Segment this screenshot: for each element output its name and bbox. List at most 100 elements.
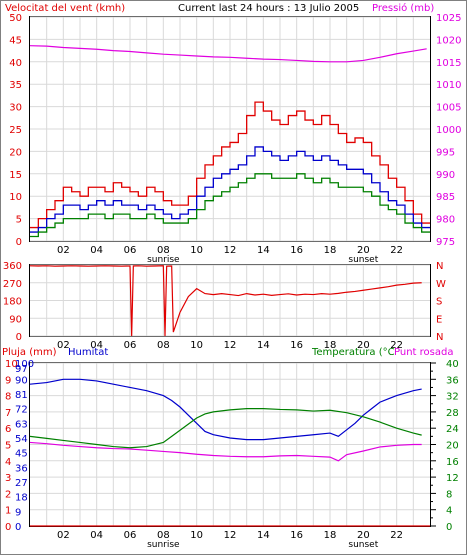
humidity-y-tick-label: 18 (15, 493, 28, 504)
wind-x-tick-label: 04 (90, 245, 103, 256)
temperature-y-tick-label: 12 (446, 473, 459, 484)
pressure-y-tick-label: 980 (436, 215, 455, 226)
pressure-y-tick-label: 975 (436, 237, 455, 248)
climate-x-tick-label: 06 (124, 530, 137, 541)
wind-wind_gust-line (30, 101, 430, 229)
chart-date-title: Current last 24 hours : 13 Julio 2005 (178, 3, 359, 14)
direction-x-tick-label: 02 (57, 340, 70, 351)
temperature-y-tick-label: 0 (446, 522, 452, 533)
climate-x-tick-label: 12 (224, 530, 237, 541)
wind-y-tick-label: 50 (9, 13, 22, 24)
direction-x-tick-label: 12 (224, 340, 237, 351)
direction-compass-label: N (436, 261, 443, 272)
wind-y-tick-label: 20 (9, 147, 22, 158)
climate-x-tick-label: 18 (324, 530, 337, 541)
wind-y-tick-label: 15 (9, 170, 22, 181)
climate-x-tick-label: 10 (190, 530, 203, 541)
humidity-y-tick-label: 100 (15, 359, 34, 370)
direction-y-tick-label: 270 (3, 279, 22, 290)
rain-y-tick-label: 0 (5, 522, 11, 533)
direction-x-tick-label: 22 (390, 340, 403, 351)
humidity-y-tick-label: 81 (15, 390, 28, 401)
climate-x-tick-label: 16 (290, 530, 303, 541)
pressure-y-tick-label: 995 (436, 147, 455, 158)
wind-x-tick-label: 02 (57, 245, 70, 256)
pressure-y-tick-label: 990 (436, 170, 455, 181)
direction-line (29, 265, 422, 337)
wind-y-tick-label: 45 (9, 35, 22, 46)
humidity-line (29, 378, 422, 441)
pressure-y-tick-label: 985 (436, 192, 455, 203)
wind-x-tick-label: 08 (157, 245, 170, 256)
wind-y-tick-label: 5 (16, 215, 22, 226)
temperature-y-tick-label: 24 (446, 424, 459, 435)
wind-y-tick-label: 10 (9, 192, 22, 203)
rain-y-tick-label: 4 (5, 457, 11, 468)
pressure-y-tick-label: 1005 (436, 103, 461, 114)
wind-y-tick-label: 30 (9, 103, 22, 114)
climate-x-tick-label: 22 (390, 530, 403, 541)
direction-x-tick-label: 18 (324, 340, 337, 351)
direction-compass-label: S (436, 297, 442, 308)
wind-x-tick-label: 20 (357, 245, 370, 256)
climate-sunrise-label: sunrise (147, 540, 180, 550)
humidity-axis-title: Humitat (68, 347, 108, 358)
pressure-line (29, 45, 427, 63)
wind-y-tick-label: 40 (9, 58, 22, 69)
direction-x-tick-label: 04 (90, 340, 103, 351)
pressure-y-tick-label: 1000 (436, 125, 461, 136)
rain-y-tick-label: 1 (5, 506, 11, 517)
wind-x-tick-label: 18 (324, 245, 337, 256)
wind-y-tick-label: 25 (9, 125, 22, 136)
wind-y-tick-label: 0 (16, 237, 22, 248)
humidity-y-tick-label: 63 (15, 419, 28, 430)
rain-y-tick-label: 9 (5, 375, 11, 386)
climate-x-tick-label: 04 (90, 530, 103, 541)
humidity-y-tick-label: 27 (15, 478, 28, 489)
rain-y-tick-label: 6 (5, 424, 11, 435)
wind-x-tick-label: 22 (390, 245, 403, 256)
temperature-y-tick-label: 28 (446, 408, 459, 419)
temperature-axis-title: Temperatura (°C (311, 347, 395, 358)
pressure-y-tick-label: 1020 (436, 35, 461, 46)
climate-x-tick-label: 14 (257, 530, 270, 541)
direction-y-tick-label: 90 (9, 314, 22, 325)
temperature-y-tick-label: 40 (446, 359, 459, 370)
humidity-y-tick-label: 45 (15, 449, 28, 460)
direction-x-tick-label: 10 (190, 340, 203, 351)
direction-y-tick-label: 180 (3, 297, 22, 308)
wind-x-tick-label: 06 (124, 245, 137, 256)
rain-y-tick-label: 3 (5, 473, 11, 484)
humidity-y-tick-label: 97 (15, 364, 28, 375)
wind-y-tick-label: 35 (9, 80, 22, 91)
direction-x-tick-label: 08 (157, 340, 170, 351)
humidity-y-tick-label: 9 (15, 507, 21, 518)
rain-y-tick-label: 8 (5, 392, 11, 403)
rain-y-tick-label: 7 (5, 408, 11, 419)
direction-compass-label: E (436, 314, 442, 325)
pressure-axis-title: Pressió (mb) (372, 2, 434, 14)
direction-y-tick-label: 0 (16, 332, 22, 343)
direction-compass-label: N (436, 332, 443, 343)
rain-axis-title: Pluja (mm) (2, 347, 57, 358)
wind-sunset-label: sunset (348, 255, 378, 265)
temperature-y-tick-label: 8 (446, 489, 452, 500)
pressure-y-tick-label: 1015 (436, 58, 461, 69)
direction-x-tick-label: 16 (290, 340, 303, 351)
humidity-y-tick-label: 72 (15, 405, 28, 416)
humidity-y-tick-label: 54 (15, 434, 28, 445)
wind-axis-title: Velocitat del vent (kmh) (5, 3, 125, 14)
temperature-y-tick-label: 4 (446, 506, 452, 517)
direction-x-tick-label: 06 (124, 340, 137, 351)
temperature-y-tick-label: 20 (446, 441, 459, 452)
wind-x-tick-label: 12 (224, 245, 237, 256)
direction-compass-label: W (436, 279, 446, 290)
temperature-y-tick-label: 32 (446, 392, 459, 403)
wind-sunrise-label: sunrise (147, 255, 180, 265)
climate-sunset-label: sunset (348, 540, 378, 550)
rain-y-tick-label: 2 (5, 489, 11, 500)
direction-x-tick-label: 14 (257, 340, 270, 351)
direction-x-tick-label: 20 (357, 340, 370, 351)
climate-x-tick-label: 20 (357, 530, 370, 541)
rain-y-tick-label: 5 (5, 441, 11, 452)
